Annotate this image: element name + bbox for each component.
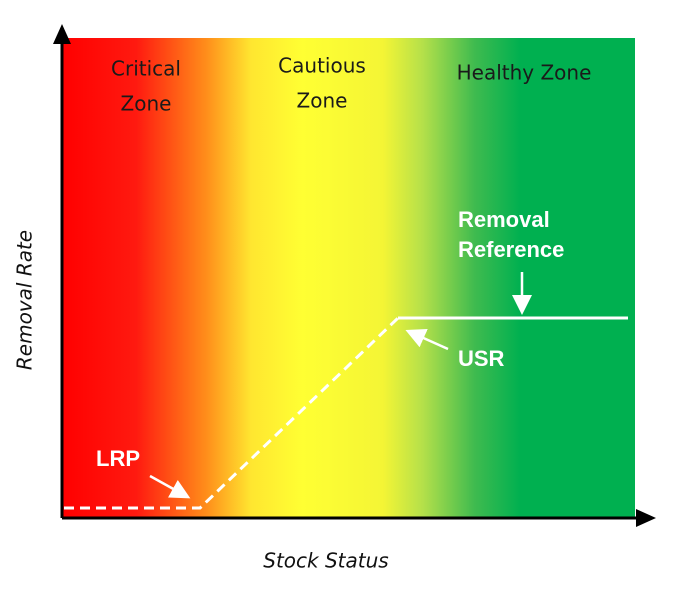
y-axis-title: Removal Rate (13, 230, 37, 370)
reference-label: Reference (458, 237, 564, 262)
y-axis-arrow (53, 24, 71, 44)
zone-label: Zone (297, 89, 348, 113)
usr-arrow (405, 328, 449, 351)
lrp-label: LRP (96, 446, 140, 471)
zone-background (62, 38, 635, 518)
zone-label: Cautious (278, 54, 366, 78)
zone-label: Critical (111, 57, 181, 81)
x-axis-arrow (636, 509, 656, 527)
zone-label: Healthy Zone (457, 61, 592, 85)
x-axis-title: Stock Status (263, 549, 388, 573)
reference-curve-dashed (64, 316, 400, 510)
usr-label: USR (458, 346, 505, 371)
reference-label: Removal (458, 207, 550, 232)
zone-label: Zone (121, 92, 172, 116)
lrp-arrow (149, 474, 191, 499)
